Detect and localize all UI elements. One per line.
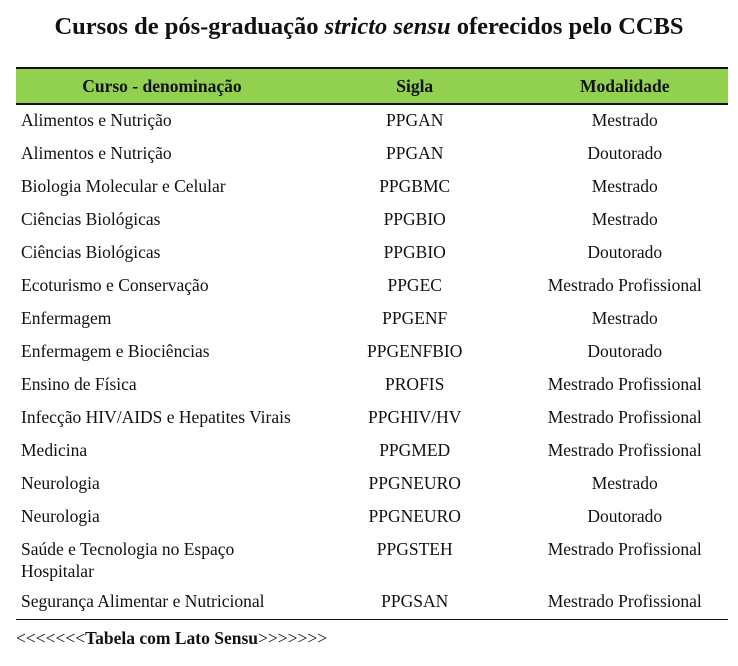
course-name: Neurologia [21,506,100,526]
modalidade: Mestrado Profissional [547,275,702,295]
table-row: Saúde e Tecnologia no Espaço Hospitalar P… [16,534,728,586]
modalidade: Doutorado [587,506,663,526]
modalidade: Mestrado [591,176,658,196]
courses-table: Curso - denominação Sigla Modalidade Ali… [16,67,728,620]
table-row: Alimentos e Nutrição PPGAN Doutorado [16,138,728,171]
sigla: PPGENFBIO [367,341,463,361]
sigla: PPGMED [379,440,451,460]
table-row: Biologia Molecular e Celular PPGBMC Mestra… [16,171,728,204]
course-name: Ciências Biológicas [21,242,161,262]
course-name: Neurologia [21,473,100,493]
table-row: Ensino de Física PROFIS Mestrado Profissio… [16,369,728,402]
table-row: Neurologia PPGNEURO Mestrado [16,468,728,501]
modalidade: Doutorado [587,242,663,262]
header-course: Curso - denominação [16,67,308,105]
table-row: Medicina PPGMED Mestrado Profissional [16,435,728,468]
header-modalidade: Modalidade [521,67,728,105]
modalidade: Doutorado [587,143,663,163]
modalidade: Doutorado [587,341,663,361]
table-row: Ecoturismo e Conservação PPGEC Mestrado Pr… [16,270,728,303]
modalidade: Mestrado Profissional [547,539,702,559]
course-name: Saúde e Tecnologia no Espaço Hospitalar [21,539,235,581]
sigla: PPGBIO [383,242,446,262]
course-name: Ciências Biológicas [21,209,161,229]
sigla: PPGBMC [379,176,451,196]
sigla: PPGNEURO [368,506,461,526]
table-row: Ciências Biológicas PPGBIO Doutorado [16,237,728,270]
table-row: Alimentos e Nutrição PPGAN Mestrado [16,104,728,138]
table-row: Enfermagem e Biociências PPGENFBIO Doutora… [16,336,728,369]
modalidade: Mestrado [591,473,658,493]
course-name: Ecoturismo e Conservação [21,275,209,295]
modalidade: Mestrado Profissional [547,374,702,394]
lato-sensu-link[interactable]: <<<<<<<Tabela com Lato Sensu>>>>>>> [16,628,328,648]
modalidade: Mestrado Profissional [521,586,728,620]
table-row: Infecção HIV/AIDS e Hepatites Virais PPGH… [16,402,728,435]
sigla: PPGHIV/HV [368,407,462,427]
modalidade: Mestrado [591,110,658,130]
modalidade: Mestrado [591,209,658,229]
modalidade: Mestrado [591,308,658,328]
sigla: PPGAN [386,143,444,163]
sigla: PROFIS [385,374,445,394]
sigla: PPGAN [386,110,444,130]
course-name: Alimentos e Nutrição [21,143,172,163]
course-name: Enfermagem e Biociências [21,341,210,361]
modalidade: Mestrado Profissional [547,407,702,427]
course-name: Segurança Alimentar e Nutricional [16,586,308,620]
course-name: Medicina [21,440,88,460]
table-row: Neurologia PPGNEURO Doutorado [16,501,728,534]
sigla: PPGNEURO [368,473,461,493]
table-row: Segurança Alimentar e Nutricional PPGSAN M… [16,586,728,620]
header-sigla: Sigla [307,67,522,105]
course-name: Alimentos e Nutrição [21,110,172,130]
sigla: PPGENF [382,308,448,328]
page-title: Cursos de pós-graduação stricto sensu of… [54,13,684,40]
sigla: PPGSAN [307,586,522,620]
course-name: Biologia Molecular e Celular [21,176,226,196]
sigla: PPGEC [387,275,442,295]
sigla: PPGBIO [383,209,446,229]
sigla: PPGSTEH [376,539,453,559]
course-name: Ensino de Física [21,374,137,394]
modalidade: Mestrado Profissional [547,440,702,460]
table-header: Curso - denominação Sigla Modalidade [16,67,728,105]
title-italic: stricto sensu [324,13,451,40]
table-row: Ciências Biológicas PPGBIO Mestrado [16,204,728,237]
course-name: Infecção HIV/AIDS e Hepatites Virais [21,407,291,427]
table-row: Enfermagem PPGENF Mestrado [16,303,728,336]
course-name: Enfermagem [21,308,112,328]
